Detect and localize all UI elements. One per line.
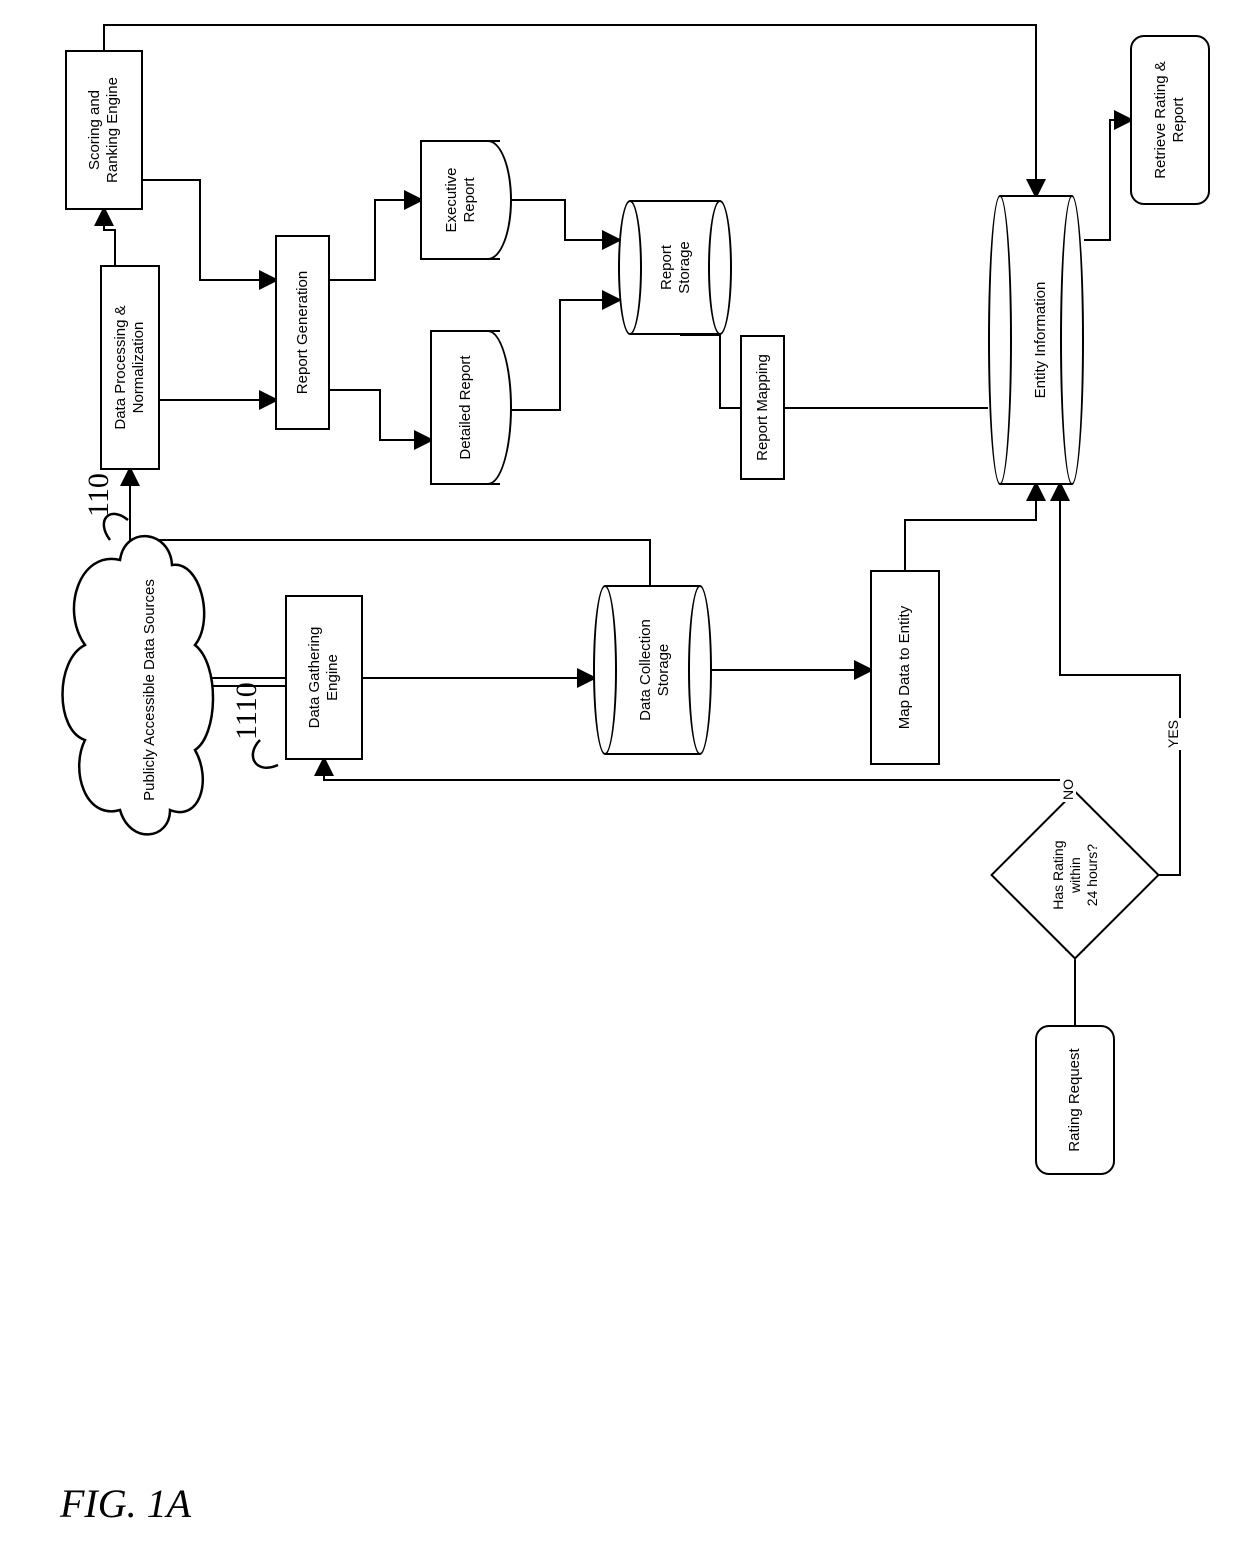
data-proc-label: Data Processing & Normalization [112,305,148,429]
cloud-text: Publicly Accessible Data Sources [141,579,159,801]
detailed-report-label: Detailed Report [457,355,475,459]
node-data-proc: Data Processing & Normalization [100,265,160,470]
flowchart-canvas: Publicly Accessible Data Sources Rating … [0,0,1240,1240]
report-gen-label: Report Generation [294,271,312,394]
scoring-label: Scoring and Ranking Engine [86,77,122,183]
node-data-gathering: Data Gathering Engine [285,595,363,760]
node-detailed-report: Detailed Report [430,330,500,485]
retrieve-label: Retrieve Rating & Report [1152,61,1188,179]
figure-label: FIG. 1A [60,1480,191,1527]
executive-report-label: Executive Report [443,167,479,232]
node-decision: Has Rating within 24 hours? [990,790,1160,960]
report-mapping-label: Report Mapping [754,354,772,461]
ref-cloud: 110 [82,473,116,517]
node-entity-info: Entity Information [1000,195,1072,485]
node-report-storage: Report Storage [630,200,720,335]
cloud-label: Publicly Accessible Data Sources [120,560,180,820]
node-report-mapping: Report Mapping [740,335,785,480]
report-storage-label: Report Storage [658,202,694,333]
entity-info-label: Entity Information [1032,197,1050,483]
ref-engine: 1110 [230,682,264,740]
node-scoring: Scoring and Ranking Engine [65,50,143,210]
edge-label-no: NO [1060,777,1076,802]
node-map-data-entity: Map Data to Entity [870,570,940,765]
node-executive-report: Executive Report [420,140,500,260]
data-coll-storage-label: Data Collection Storage [637,587,673,753]
map-data-entity-label: Map Data to Entity [896,606,914,729]
data-gathering-label: Data Gathering Engine [306,627,342,729]
ref-line-engine [253,740,278,768]
node-rating-request: Rating Request [1035,1025,1115,1175]
node-data-coll-storage: Data Collection Storage [605,585,700,755]
ref-line-cloud [104,514,128,540]
node-retrieve: Retrieve Rating & Report [1130,35,1210,205]
edge-label-yes: YES [1165,718,1181,750]
rating-request-label: Rating Request [1066,1048,1084,1151]
decision-label: Has Rating within 24 hours? [1050,823,1100,927]
node-report-gen: Report Generation [275,235,330,430]
